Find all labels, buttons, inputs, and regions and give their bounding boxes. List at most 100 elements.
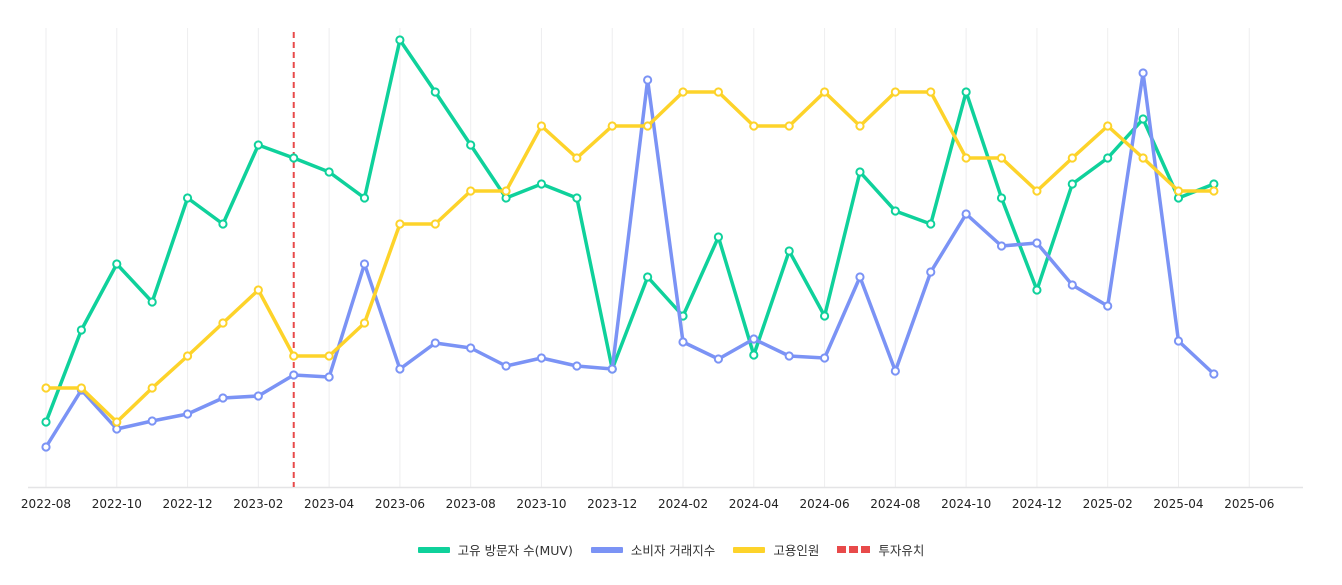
data-point[interactable] — [466, 343, 476, 353]
data-point[interactable] — [536, 121, 547, 131]
data-point[interactable] — [1067, 280, 1077, 290]
legend-item-consumer-index[interactable]: 소비자 거래지수 — [590, 540, 715, 559]
data-point[interactable] — [466, 186, 476, 196]
data-point[interactable] — [536, 179, 547, 189]
data-point[interactable] — [961, 87, 971, 97]
data-point[interactable] — [324, 167, 334, 177]
data-point[interactable] — [1138, 153, 1148, 163]
data-point[interactable] — [501, 361, 511, 371]
data-point[interactable] — [1067, 179, 1077, 189]
data-point[interactable] — [112, 259, 122, 269]
data-point[interactable] — [147, 383, 157, 393]
data-point[interactable] — [643, 272, 653, 282]
data-point[interactable] — [713, 232, 724, 242]
data-point[interactable] — [890, 206, 900, 216]
data-point[interactable] — [749, 121, 759, 131]
data-point[interactable] — [253, 285, 263, 295]
data-point[interactable] — [253, 140, 263, 150]
data-point[interactable] — [1209, 186, 1219, 196]
data-point[interactable] — [147, 297, 157, 307]
data-point[interactable] — [289, 351, 299, 361]
data-point[interactable] — [1103, 153, 1113, 163]
data-point[interactable] — [890, 366, 900, 376]
data-point[interactable] — [926, 87, 936, 97]
data-point[interactable] — [395, 219, 405, 229]
data-point[interactable] — [855, 121, 865, 131]
data-point[interactable] — [324, 351, 334, 361]
data-point[interactable] — [76, 325, 86, 335]
data-point[interactable] — [784, 121, 794, 131]
data-point[interactable] — [749, 334, 759, 344]
data-point[interactable] — [890, 87, 900, 97]
data-point[interactable] — [324, 372, 334, 382]
data-point[interactable] — [749, 350, 759, 360]
data-point[interactable] — [996, 153, 1007, 163]
data-point[interactable] — [855, 167, 865, 177]
data-point[interactable] — [819, 353, 830, 363]
legend-item-employees[interactable]: 고용인원 — [733, 540, 819, 559]
data-point[interactable] — [819, 87, 830, 97]
data-point[interactable] — [182, 351, 193, 361]
data-point[interactable] — [112, 417, 122, 427]
data-point[interactable] — [395, 364, 405, 374]
data-point[interactable] — [147, 416, 157, 426]
data-point[interactable] — [41, 442, 51, 452]
data-point[interactable] — [466, 140, 476, 150]
legend-item-muv[interactable]: 고유 방문자 수(MUV) — [417, 540, 573, 559]
data-point[interactable] — [430, 338, 440, 348]
data-point[interactable] — [926, 267, 936, 277]
data-point[interactable] — [1138, 68, 1148, 78]
data-point[interactable] — [926, 219, 936, 229]
data-point[interactable] — [1173, 336, 1184, 346]
data-point[interactable] — [41, 417, 51, 427]
data-point[interactable] — [784, 246, 794, 256]
data-point[interactable] — [607, 364, 617, 374]
data-point[interactable] — [218, 318, 228, 328]
data-point[interactable] — [1173, 186, 1184, 196]
data-point[interactable] — [395, 35, 405, 45]
data-point[interactable] — [643, 75, 653, 85]
legend-item-investment[interactable]: 투자유치 — [837, 540, 924, 559]
data-point[interactable] — [1032, 238, 1042, 248]
data-point[interactable] — [359, 193, 370, 203]
data-point[interactable] — [41, 383, 51, 393]
data-point[interactable] — [678, 87, 688, 97]
data-point[interactable] — [536, 353, 547, 363]
data-point[interactable] — [359, 259, 370, 269]
data-point[interactable] — [996, 193, 1007, 203]
data-point[interactable] — [1103, 121, 1113, 131]
data-point[interactable] — [996, 241, 1007, 251]
data-point[interactable] — [961, 209, 971, 219]
data-point[interactable] — [218, 219, 228, 229]
data-point[interactable] — [253, 391, 263, 401]
data-point[interactable] — [501, 186, 511, 196]
data-point[interactable] — [218, 393, 228, 403]
data-point[interactable] — [430, 219, 440, 229]
data-point[interactable] — [713, 354, 724, 364]
data-point[interactable] — [359, 318, 370, 328]
data-point[interactable] — [572, 361, 582, 371]
data-point[interactable] — [819, 311, 830, 321]
data-point[interactable] — [713, 87, 724, 97]
data-point[interactable] — [572, 193, 582, 203]
data-point[interactable] — [1032, 186, 1042, 196]
data-point[interactable] — [607, 121, 617, 131]
data-point[interactable] — [678, 337, 688, 347]
data-point[interactable] — [643, 121, 653, 131]
x-tick-label: 2024-04 — [729, 497, 779, 511]
data-point[interactable] — [1032, 285, 1042, 295]
data-point[interactable] — [182, 409, 193, 419]
data-point[interactable] — [1138, 114, 1148, 124]
data-point[interactable] — [1209, 369, 1219, 379]
data-point[interactable] — [1103, 301, 1113, 311]
data-point[interactable] — [182, 193, 193, 203]
data-point[interactable] — [430, 87, 440, 97]
data-point[interactable] — [572, 153, 582, 163]
data-point[interactable] — [1067, 153, 1077, 163]
data-point[interactable] — [289, 153, 299, 163]
data-point[interactable] — [289, 370, 299, 380]
data-point[interactable] — [76, 383, 86, 393]
data-point[interactable] — [961, 153, 971, 163]
data-point[interactable] — [855, 272, 865, 282]
data-point[interactable] — [784, 351, 794, 361]
